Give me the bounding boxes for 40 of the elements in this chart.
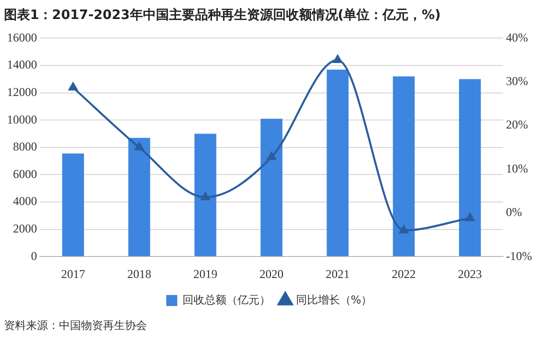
point	[399, 225, 408, 234]
bar	[459, 79, 481, 256]
point	[333, 55, 342, 64]
y2-tick-label: -10%	[506, 248, 532, 263]
text: 资料来源：中国物资再生协会	[3, 318, 148, 334]
point	[200, 192, 210, 200]
x-tick-label: 2023	[458, 266, 482, 281]
legend-label: 回收总额（亿元）	[182, 293, 270, 306]
bar	[194, 134, 216, 256]
legend-label: 同比增长（%）	[296, 293, 372, 306]
y-tick-label: 12000	[7, 84, 37, 99]
y-tick-label: 14000	[7, 58, 37, 72]
point	[267, 152, 276, 160]
x-tick-label: 2018	[127, 266, 152, 281]
y2-tick-label: 10%	[506, 161, 528, 176]
bar	[260, 118, 282, 256]
y-tick-label: 4000	[13, 194, 37, 208]
x-tick-label: 2021	[326, 266, 350, 281]
y2-tick-label: 30%	[506, 74, 528, 88]
point	[68, 82, 78, 91]
y-tick-label: 6000	[13, 166, 37, 181]
bar	[128, 138, 150, 256]
x-tick-label: 2020	[260, 266, 284, 281]
y2-tick-label: 40%	[506, 30, 528, 44]
x-tick-label: 2017	[61, 266, 86, 281]
point	[134, 142, 144, 150]
x-tick-label: 2022	[392, 266, 416, 281]
point	[465, 213, 474, 222]
x-tick-label: 2019	[193, 266, 218, 281]
y2-tick-label: 20%	[506, 118, 528, 132]
y-tick-label: 10000	[7, 112, 37, 126]
chart-title: 图表1：2017-2023年中国主要品种再生资源回收额情况(单位：亿元，%)	[3, 6, 442, 25]
bar	[326, 70, 349, 256]
y-tick-label: 16000	[7, 30, 37, 44]
bar	[392, 76, 415, 256]
bar	[62, 154, 84, 256]
y-tick-label: 2000	[13, 221, 37, 236]
y-tick-label: 8000	[13, 140, 37, 154]
y2-tick-label: 0%	[506, 205, 522, 220]
y-tick-label: 0	[31, 248, 37, 263]
